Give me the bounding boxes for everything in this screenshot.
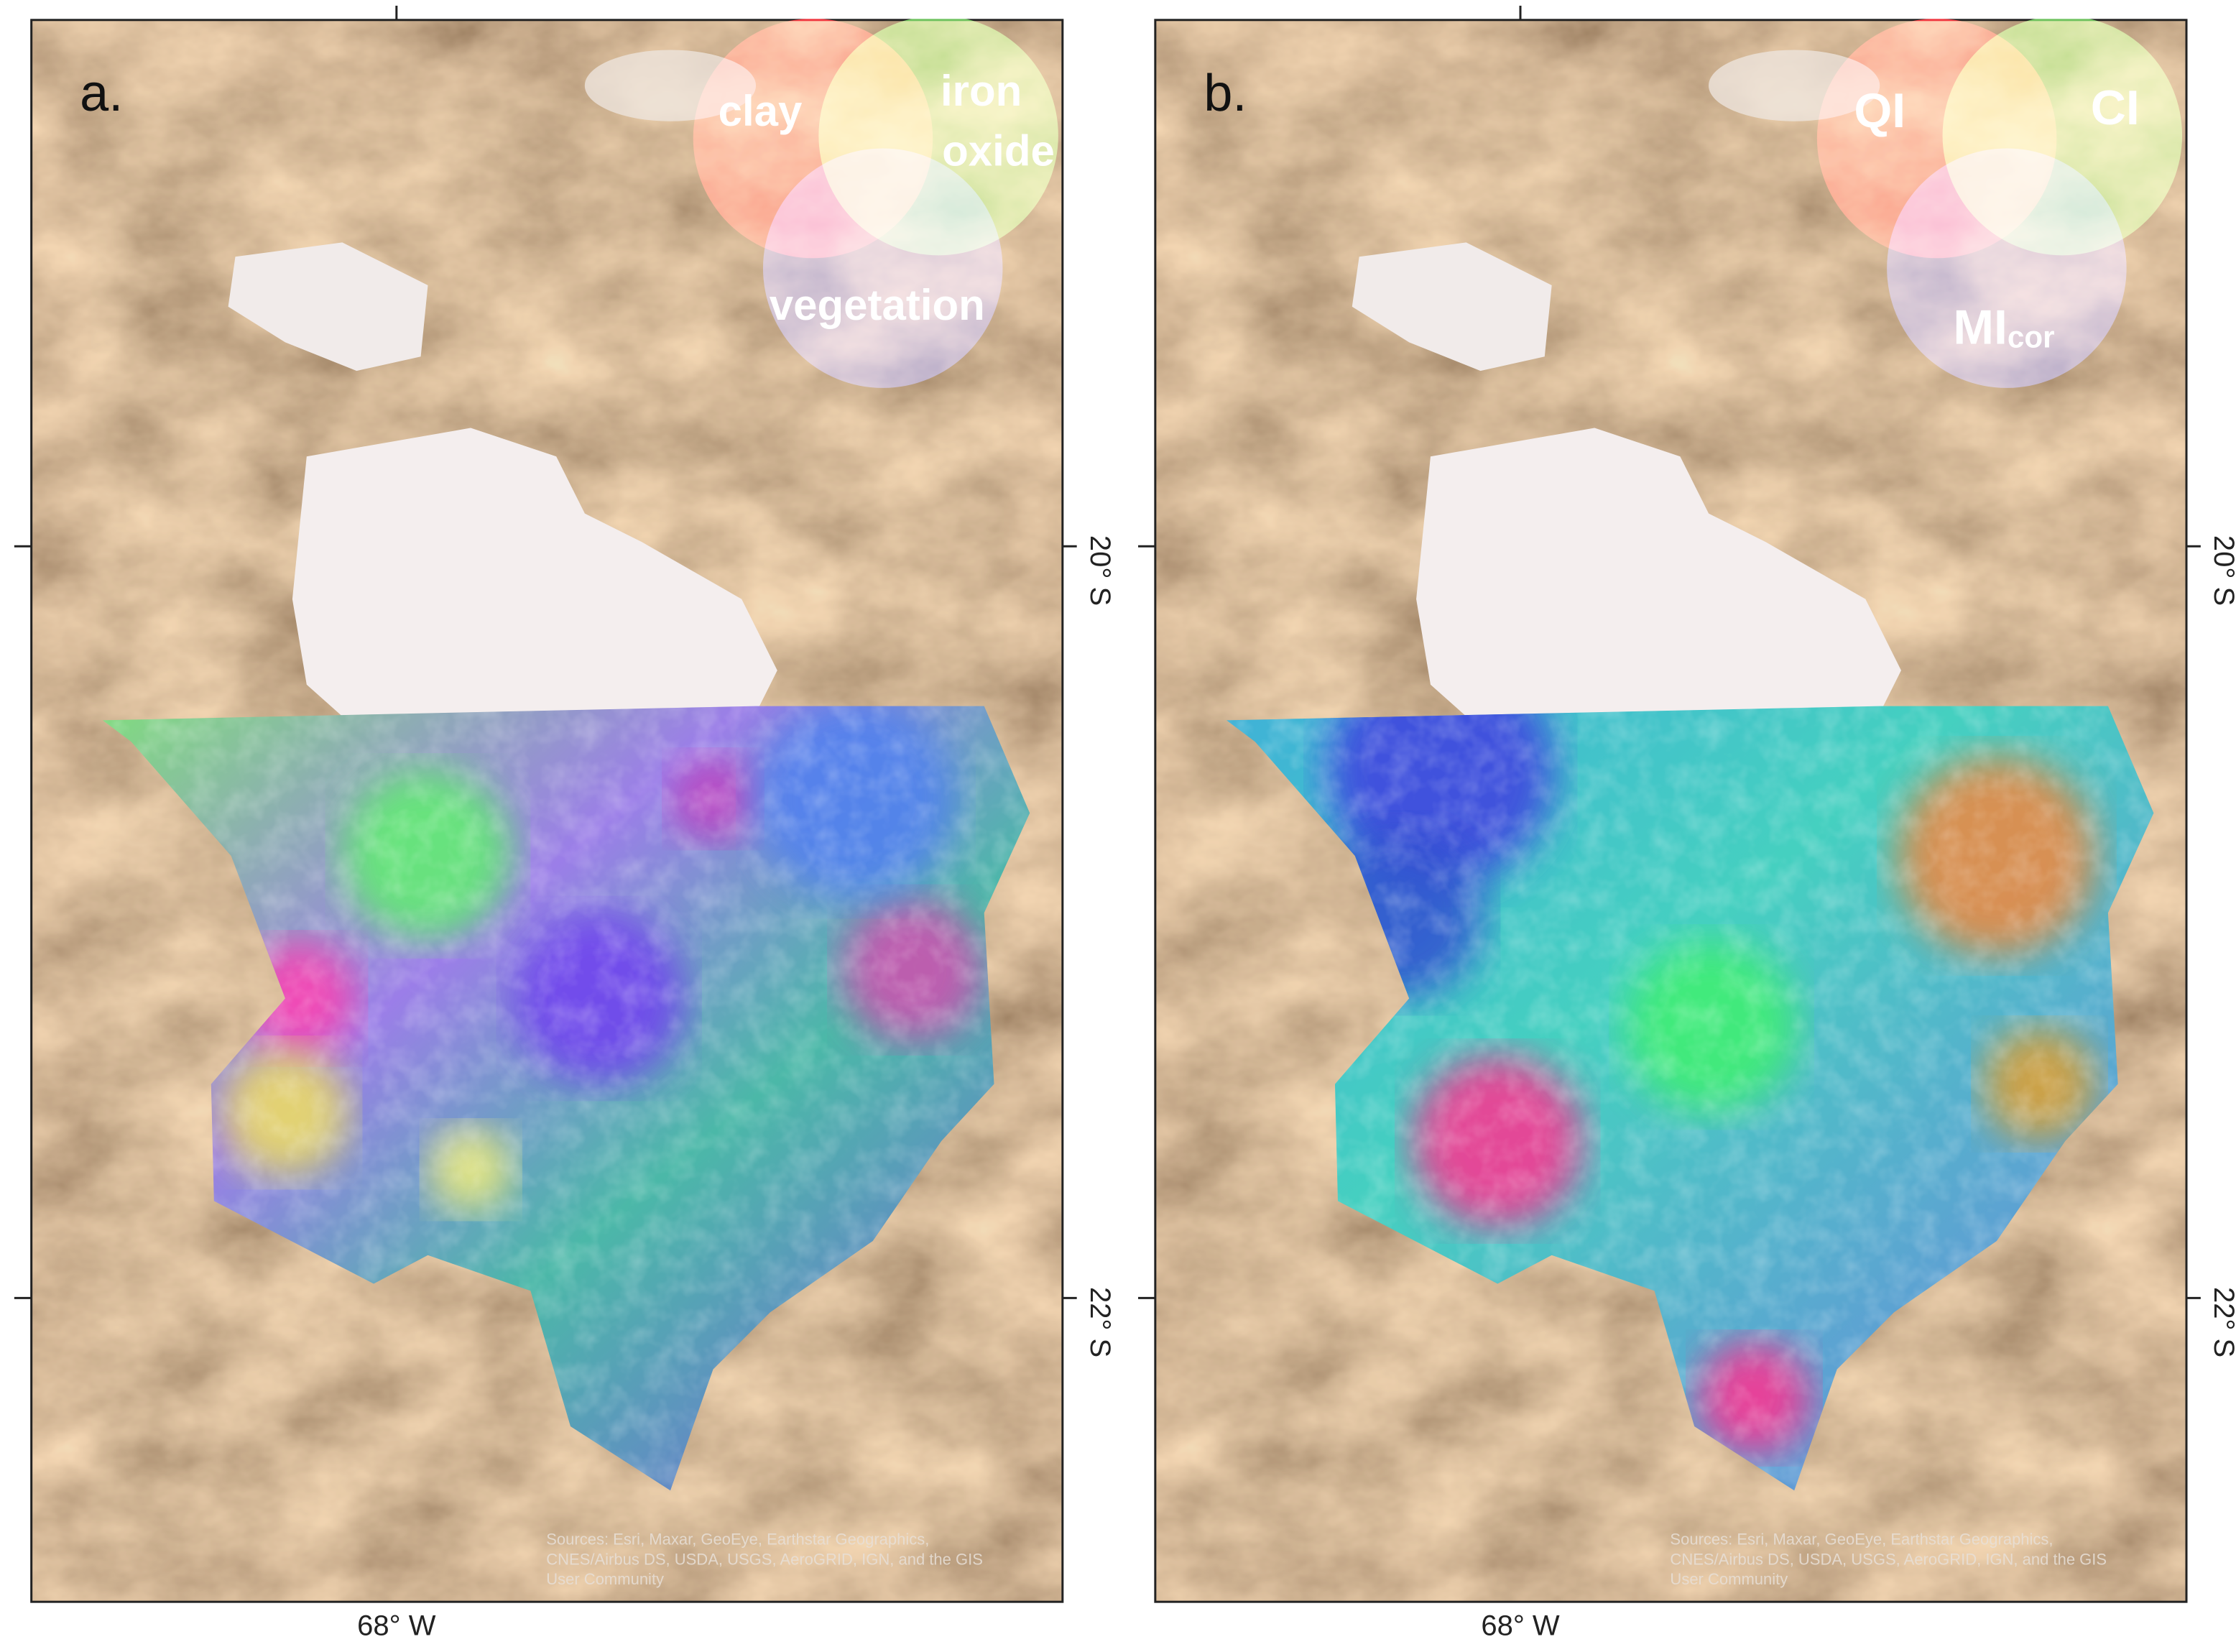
y-axis-label: 22° S — [1084, 1287, 1116, 1357]
legend-label: iron — [941, 67, 1022, 115]
y-axis-label: 20° S — [1084, 535, 1116, 606]
legend-circle — [1887, 148, 2127, 388]
rgb-legend: QI CI MIcor — [1816, 15, 2183, 388]
legend-text: clay — [719, 87, 803, 135]
legend-text: oxide — [942, 126, 1055, 175]
attribution: CNES/Airbus DS, USDA, USGS, AeroGRID, IG… — [1670, 1550, 2107, 1568]
x-axis-label: 68° W — [1481, 1610, 1560, 1641]
attribution: Sources: Esri, Maxar, GeoEye, Earthstar … — [546, 1531, 929, 1549]
rgb-legend: clay iron oxide vegetation — [693, 15, 1058, 388]
legend-label: clay — [719, 87, 803, 135]
legend-label: vegetation — [770, 281, 985, 329]
legend-label: MIcor — [1953, 300, 2054, 354]
salt-flat — [1416, 428, 1901, 799]
map-frame — [1154, 19, 2188, 1603]
attribution: Sources: Esri, Maxar, GeoEye, Earthstar … — [1670, 1531, 2053, 1549]
salt-flat — [292, 428, 777, 799]
panel-label: a. — [80, 65, 123, 122]
map-panel: 20° S 22° S 68° W b. Sources: Esri, Maxar, G… — [1138, 5, 2236, 1641]
legend-text: CI — [2091, 80, 2140, 135]
legend-text: QI — [1854, 83, 1905, 138]
legend-label: QI — [1854, 83, 1905, 138]
legend-text: vegetation — [770, 281, 985, 329]
y-axis-label: 20° S — [2208, 535, 2236, 606]
legend-circle — [762, 148, 1003, 388]
attribution: User Community — [1670, 1570, 1788, 1588]
salt-flat — [1352, 242, 1552, 372]
attribution: CNES/Airbus DS, USDA, USGS, AeroGRID, IG… — [546, 1550, 983, 1568]
attribution: User Community — [546, 1570, 664, 1588]
panel-label: b. — [1204, 65, 1247, 122]
map-panel: 20° S 22° S 68° W a. Sources: Esri, Maxar, G… — [14, 5, 1116, 1641]
x-axis-label: 68° W — [357, 1610, 436, 1641]
legend-text: MI — [1953, 300, 2008, 354]
legend-label: CI — [2091, 80, 2140, 135]
y-axis-label: 22° S — [2208, 1287, 2236, 1357]
legend-subscript: cor — [2008, 320, 2055, 354]
map-frame — [30, 19, 1064, 1603]
legend-label: oxide — [942, 126, 1055, 175]
salt-flat — [228, 242, 428, 372]
legend-text: iron — [941, 67, 1022, 115]
